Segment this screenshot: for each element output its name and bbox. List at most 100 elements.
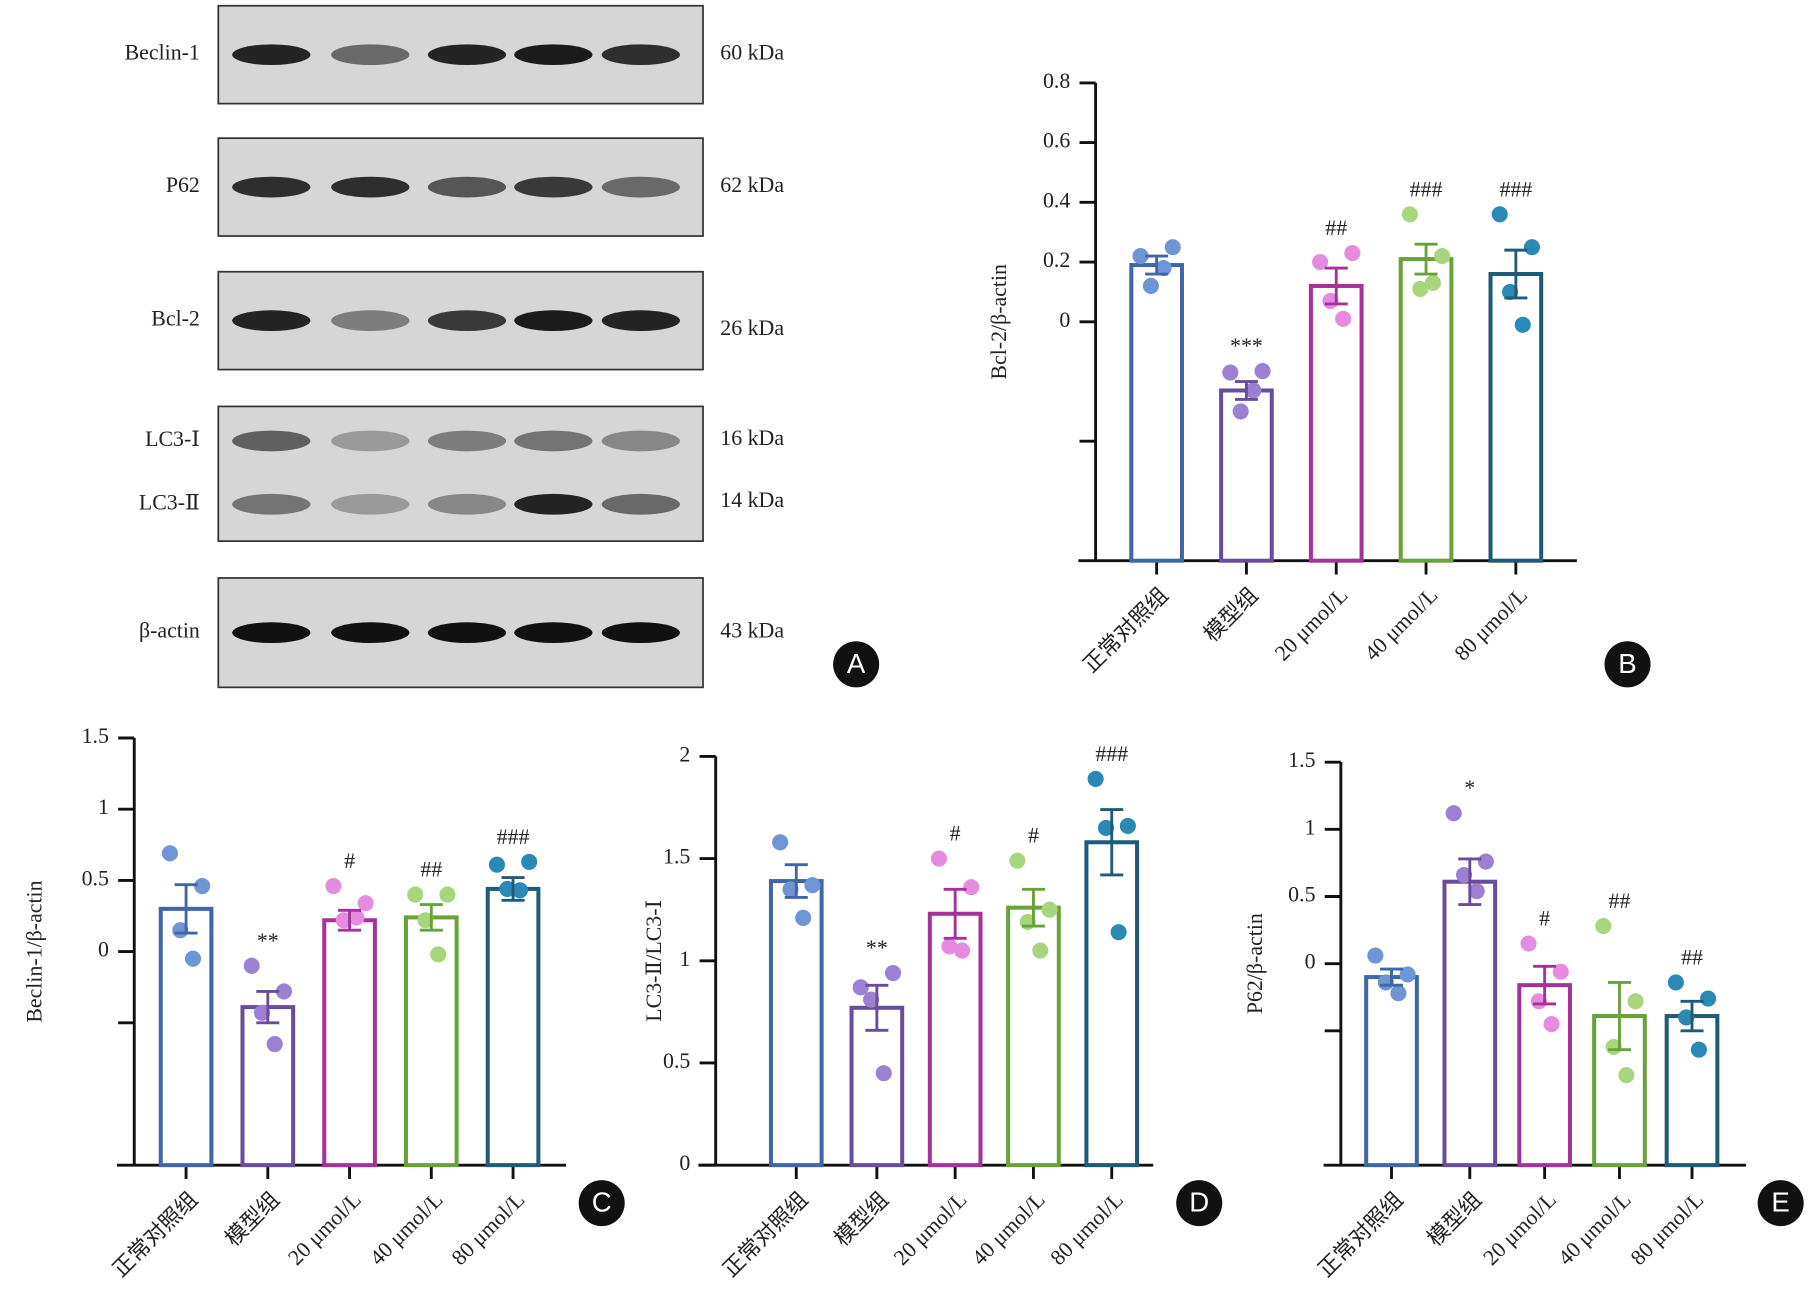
blot-size: 60 kDa <box>720 41 784 65</box>
data-point <box>1312 254 1329 271</box>
significance-label: ## <box>1325 216 1347 240</box>
blot-band <box>514 310 593 332</box>
blot-label: Beclin-1 <box>125 41 200 65</box>
data-point <box>963 879 980 896</box>
blot-band <box>601 44 680 66</box>
data-point <box>1468 883 1485 900</box>
data-point <box>804 877 821 894</box>
data-point <box>1401 206 1418 223</box>
blot-label: β-actin <box>139 619 200 643</box>
data-point <box>852 979 869 996</box>
blot-band <box>331 176 410 198</box>
data-point <box>1232 403 1249 420</box>
panel-letter: A <box>847 648 866 679</box>
data-point <box>1690 1041 1707 1058</box>
significance-label: * <box>1464 776 1475 800</box>
y-tick-label: 0 <box>1305 950 1316 974</box>
blot-band <box>601 176 680 198</box>
data-point <box>1477 853 1494 870</box>
blot-band <box>601 430 680 452</box>
blot-band <box>514 622 593 644</box>
data-point <box>243 957 260 974</box>
data-point <box>325 878 342 895</box>
blot-band <box>601 493 680 515</box>
significance-label: # <box>950 822 961 846</box>
data-point <box>1155 259 1172 277</box>
blot-band <box>601 622 680 644</box>
blot-band <box>232 176 311 198</box>
blot-band <box>427 493 507 515</box>
significance-label: # <box>1539 907 1550 931</box>
data-point <box>266 1036 283 1053</box>
panel-badge <box>1176 1180 1223 1227</box>
data-point <box>275 983 292 1000</box>
data-point <box>954 942 971 959</box>
panel-badge <box>1604 641 1651 688</box>
y-tick-label: 0 <box>1059 308 1070 332</box>
data-point <box>348 909 365 926</box>
y-tick-label: 1.5 <box>82 724 109 748</box>
data-point <box>1424 274 1442 292</box>
panel-badge <box>578 1180 625 1227</box>
blot-label: Bcl-2 <box>151 307 200 331</box>
data-point <box>1132 248 1149 265</box>
data-point <box>875 1065 892 1082</box>
data-point <box>1119 817 1136 834</box>
data-point <box>184 950 202 967</box>
data-point <box>1009 852 1026 869</box>
panel-badge <box>833 641 880 688</box>
y-tick-label: 0.6 <box>1043 129 1070 153</box>
data-point <box>1523 239 1541 256</box>
data-point <box>488 856 505 873</box>
blot-band <box>232 310 311 332</box>
blot-band <box>514 493 593 515</box>
blot-band <box>601 310 680 332</box>
data-point <box>1344 245 1361 262</box>
data-point <box>782 881 799 898</box>
blot-size: 14 kDa <box>720 488 784 512</box>
data-point <box>1164 239 1181 256</box>
data-point <box>941 938 958 955</box>
data-point <box>1667 974 1684 991</box>
data-point <box>1142 277 1159 295</box>
y-tick-label: 0.5 <box>1288 883 1315 907</box>
y-tick-label: 1 <box>1305 815 1316 839</box>
data-point <box>430 946 447 963</box>
data-point <box>1514 316 1531 333</box>
significance-label: ### <box>1095 742 1128 766</box>
data-point <box>417 912 434 929</box>
data-point <box>1491 206 1508 223</box>
significance-label: ### <box>1499 177 1532 201</box>
data-point <box>1254 363 1271 380</box>
y-tick-label: 0 <box>679 1151 690 1175</box>
data-point <box>1222 364 1239 381</box>
data-point <box>1097 819 1115 837</box>
significance-label: ### <box>1410 177 1443 201</box>
blot-size: 43 kDa <box>720 619 784 643</box>
blot-band <box>514 430 593 452</box>
significance-label: ** <box>257 929 279 953</box>
data-point <box>194 878 211 895</box>
panel-letter: C <box>592 1187 612 1218</box>
data-point <box>1543 1016 1560 1033</box>
significance-label: ### <box>497 825 530 849</box>
data-point <box>1627 993 1644 1010</box>
y-axis-label: LC3-Ⅱ/LC3-Ⅰ <box>642 900 666 1022</box>
data-point <box>254 1004 271 1021</box>
y-tick-label: 1 <box>679 947 690 971</box>
data-point <box>1032 942 1049 959</box>
data-point <box>407 886 424 903</box>
significance-label: ## <box>1609 889 1631 913</box>
blot-band <box>514 44 593 66</box>
panel-letter: E <box>1771 1187 1789 1218</box>
blot-band <box>232 493 311 515</box>
data-point <box>1399 966 1416 983</box>
significance-label: ## <box>1681 945 1703 969</box>
data-point <box>1618 1067 1635 1084</box>
blot-band <box>331 493 410 515</box>
blot-band <box>232 622 311 644</box>
data-point <box>1412 280 1429 298</box>
blot-band <box>427 622 507 644</box>
y-tick-label: 0.5 <box>82 866 109 890</box>
